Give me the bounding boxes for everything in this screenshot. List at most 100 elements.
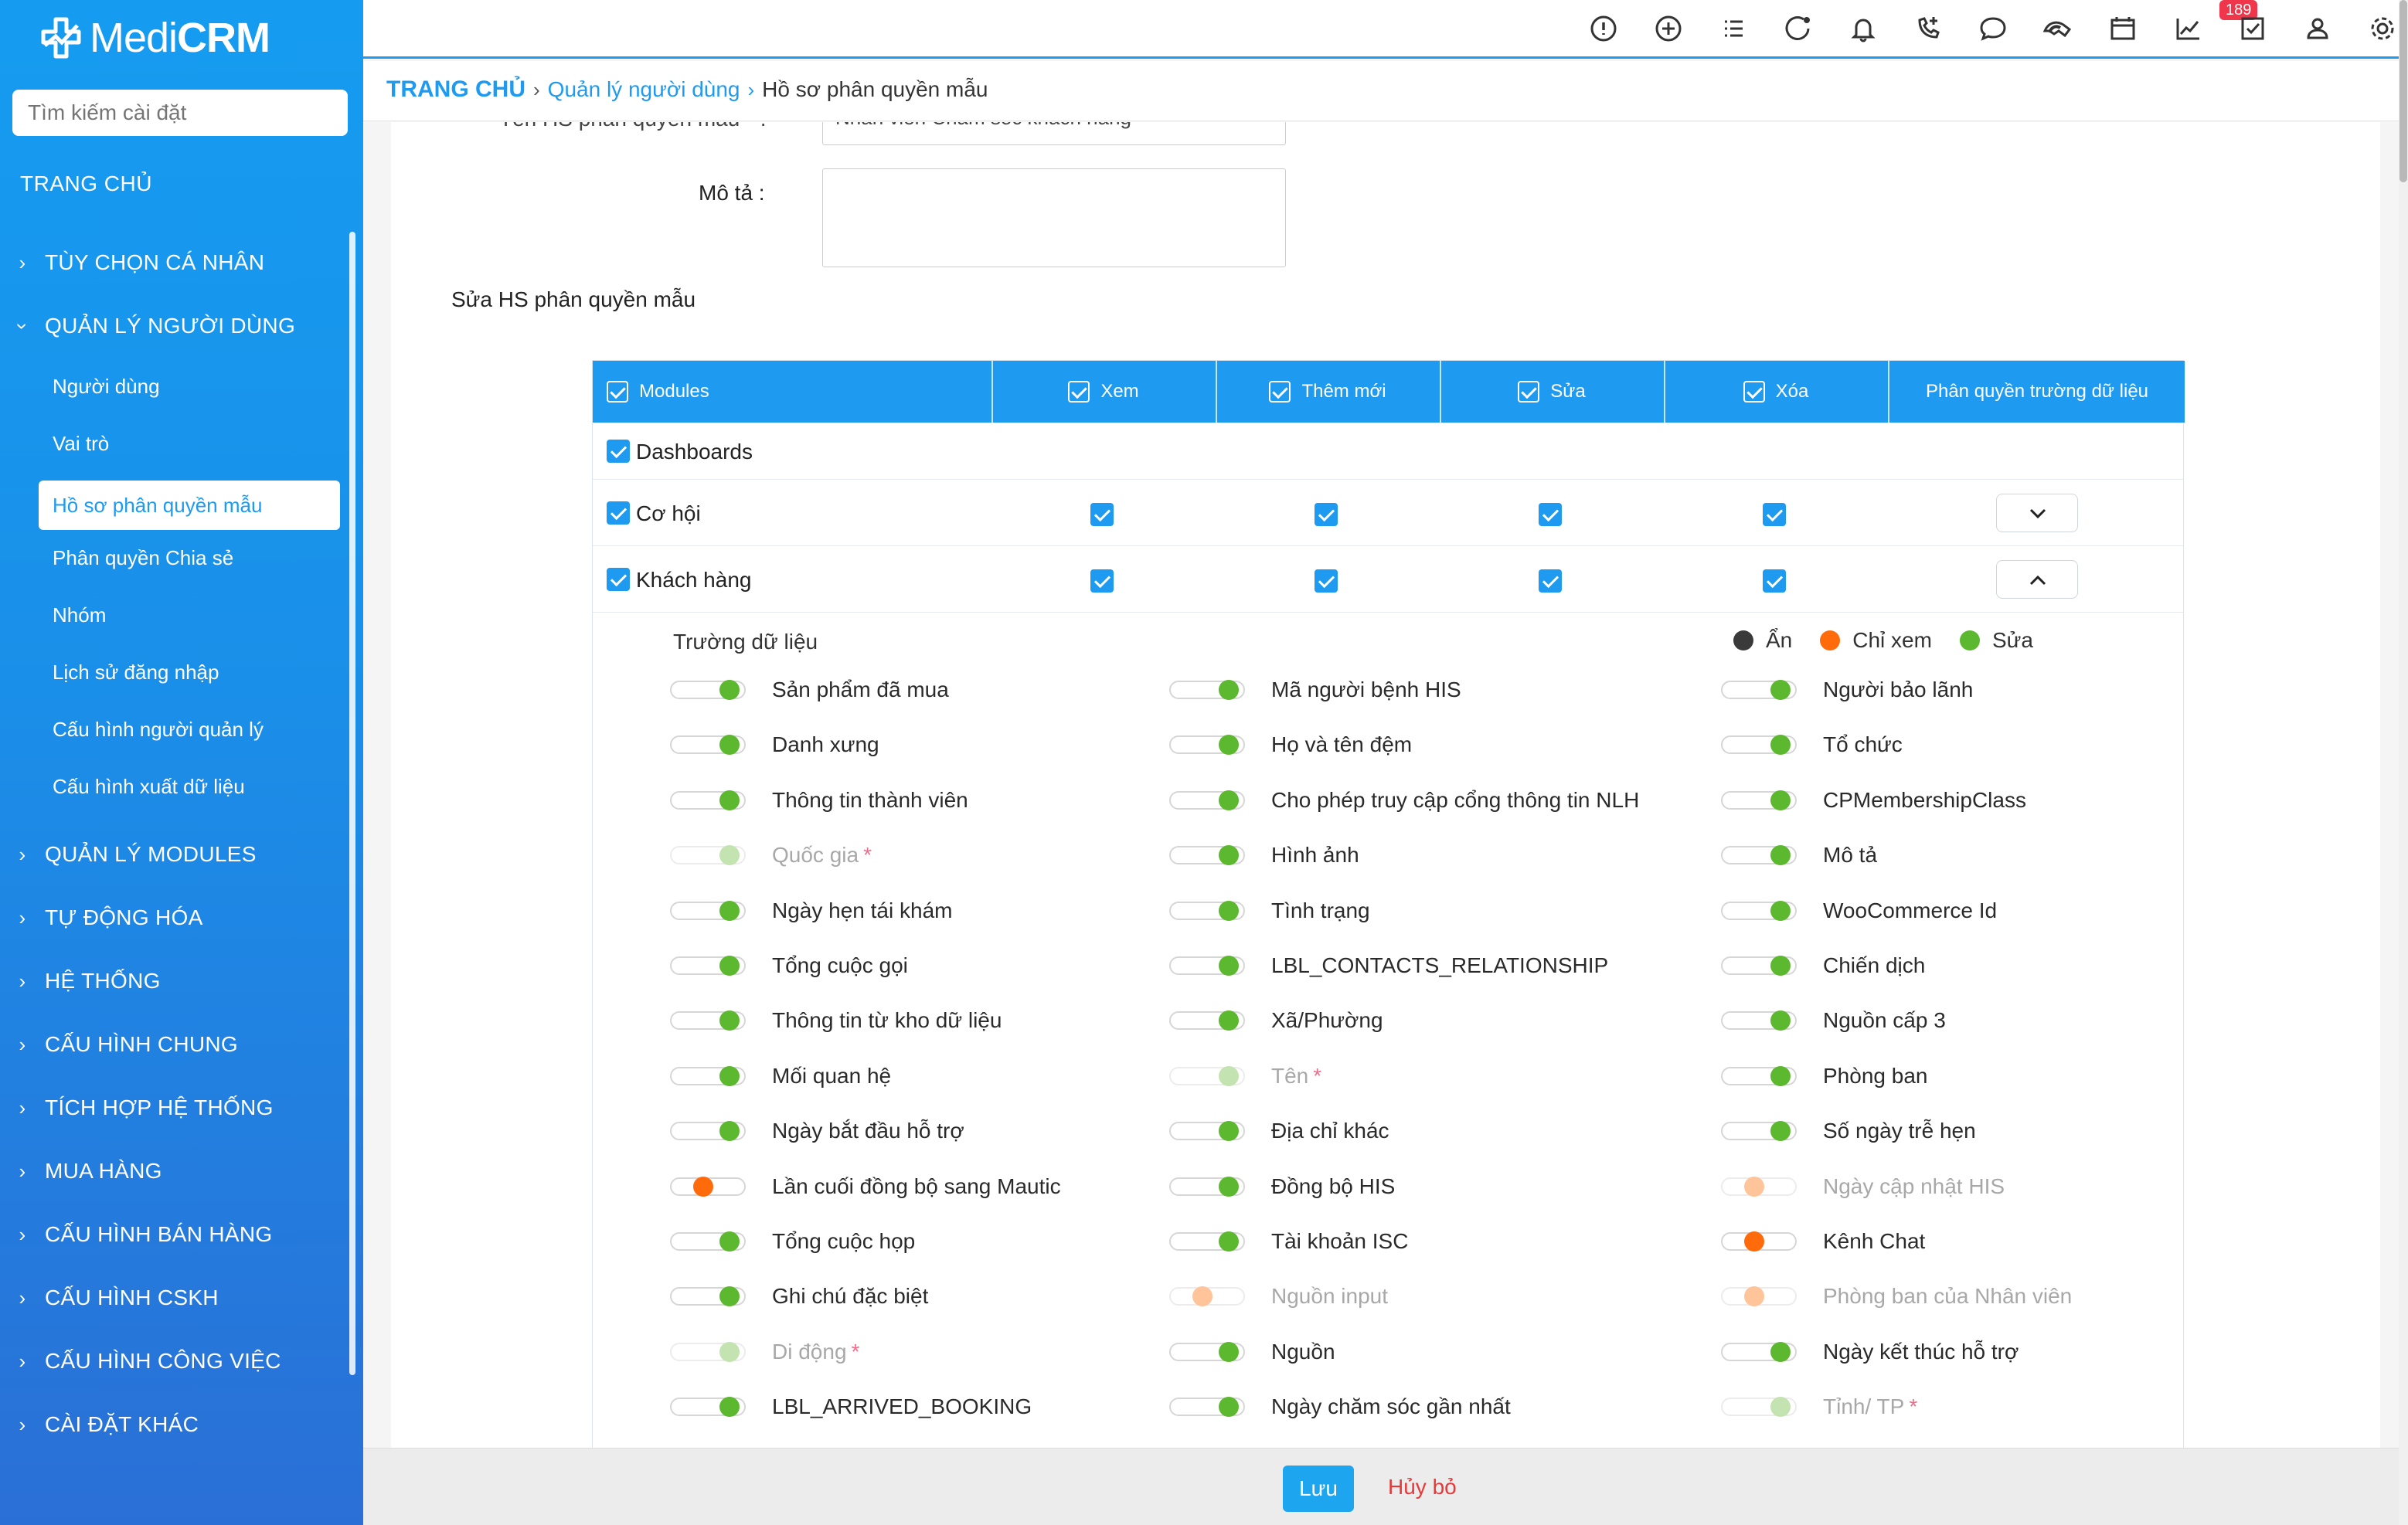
slider-knob[interactable] bbox=[1219, 1231, 1239, 1252]
slider-knob[interactable] bbox=[1219, 900, 1239, 921]
permission-slider[interactable] bbox=[670, 1286, 746, 1307]
permission-slider[interactable] bbox=[670, 900, 746, 921]
page-scrollbar[interactable] bbox=[2399, 0, 2408, 1525]
slider-knob[interactable] bbox=[719, 735, 740, 756]
slider-knob[interactable] bbox=[719, 956, 740, 976]
chat-icon[interactable] bbox=[1975, 11, 2011, 46]
slider-knob[interactable] bbox=[719, 1065, 740, 1086]
permission-slider[interactable] bbox=[1721, 735, 1797, 756]
slider-knob[interactable] bbox=[1219, 1397, 1239, 1418]
permission-slider[interactable] bbox=[670, 735, 746, 756]
permission-slider[interactable] bbox=[1721, 1121, 1797, 1142]
header-modules[interactable]: Modules bbox=[607, 361, 985, 423]
add-circle-icon[interactable] bbox=[1651, 11, 1686, 46]
profile-name-input[interactable]: Nhân viên Chăm sóc khách hàng bbox=[822, 122, 1286, 145]
header-delete[interactable]: Xóa bbox=[1664, 361, 1886, 423]
slider-knob[interactable] bbox=[1770, 680, 1791, 700]
permission-slider[interactable] bbox=[670, 680, 746, 700]
slider-knob[interactable] bbox=[1219, 1010, 1239, 1031]
sidebar-group-task-config[interactable]: › CẤU HÌNH CÔNG VIỆC bbox=[0, 1343, 281, 1380]
row-checkbox-opportunities[interactable] bbox=[607, 501, 630, 525]
alert-circle-icon[interactable] bbox=[1586, 11, 1621, 46]
slider-knob[interactable] bbox=[1770, 1121, 1791, 1142]
sidebar-item-login-history[interactable]: Lịch sử đăng nhập bbox=[53, 661, 219, 684]
save-button[interactable]: Lưu bbox=[1283, 1466, 1354, 1512]
slider-knob[interactable] bbox=[1770, 1065, 1791, 1086]
slider-knob[interactable] bbox=[1770, 1010, 1791, 1031]
slider-knob[interactable] bbox=[719, 1286, 740, 1307]
cancel-button[interactable]: Hủy bỏ bbox=[1388, 1475, 1457, 1499]
chart-icon[interactable] bbox=[2170, 11, 2206, 46]
permission-slider[interactable] bbox=[1169, 845, 1245, 866]
sidebar-group-integration[interactable]: › TÍCH HỢP HỆ THỐNG bbox=[0, 1089, 274, 1126]
settings-icon[interactable] bbox=[2365, 11, 2400, 46]
sidebar-item-export-config[interactable]: Cấu hình xuất dữ liệu bbox=[53, 775, 245, 798]
calendar-icon[interactable] bbox=[2105, 11, 2141, 46]
row-checkbox-dashboards[interactable] bbox=[607, 440, 630, 463]
sidebar-group-user-management[interactable]: › QUẢN LÝ NGƯỜI DÙNG bbox=[0, 307, 295, 345]
slider-knob[interactable] bbox=[1770, 790, 1791, 810]
sidebar-group-sales-config[interactable]: › CẤU HÌNH BÁN HÀNG bbox=[0, 1216, 273, 1253]
slider-knob[interactable] bbox=[1770, 956, 1791, 976]
slider-knob[interactable] bbox=[719, 1121, 740, 1142]
sidebar-group-personal[interactable]: › TÙY CHỌN CÁ NHÂN bbox=[0, 244, 264, 281]
header-view[interactable]: Xem bbox=[991, 361, 1214, 423]
slider-knob[interactable] bbox=[719, 680, 740, 700]
slider-knob[interactable] bbox=[1219, 680, 1239, 700]
edit-checkbox[interactable] bbox=[1539, 503, 1562, 526]
sidebar-item-groups[interactable]: Nhóm bbox=[53, 603, 107, 627]
sidebar-group-other-settings[interactable]: › CÀI ĐẶT KHÁC bbox=[0, 1406, 199, 1443]
permission-slider[interactable] bbox=[1721, 1065, 1797, 1086]
edit-checkbox[interactable] bbox=[1539, 569, 1562, 593]
user-icon[interactable] bbox=[2300, 11, 2335, 46]
permission-slider[interactable] bbox=[670, 1065, 746, 1086]
permission-slider[interactable] bbox=[1169, 735, 1245, 756]
slider-knob[interactable] bbox=[719, 1010, 740, 1031]
permission-slider[interactable] bbox=[670, 1176, 746, 1197]
permission-slider[interactable] bbox=[670, 1121, 746, 1142]
breadcrumb-user-management[interactable]: Quản lý người dùng bbox=[547, 77, 740, 101]
sidebar-group-automation[interactable]: › TỰ ĐỘNG HÓA bbox=[0, 899, 203, 936]
slider-knob[interactable] bbox=[1219, 845, 1239, 866]
delete-checkbox[interactable] bbox=[1763, 569, 1786, 593]
permission-slider[interactable] bbox=[1169, 900, 1245, 921]
slider-knob[interactable] bbox=[719, 1397, 740, 1418]
sidebar-group-cskh-config[interactable]: › CẤU HÌNH CSKH bbox=[0, 1279, 219, 1316]
slider-knob[interactable] bbox=[1770, 845, 1791, 866]
collapse-fields-button[interactable] bbox=[1996, 560, 2078, 599]
page-scrollbar-thumb[interactable] bbox=[2399, 0, 2407, 182]
permission-slider[interactable] bbox=[1169, 1231, 1245, 1252]
slider-knob[interactable] bbox=[719, 790, 740, 810]
bell-icon[interactable] bbox=[1845, 11, 1881, 46]
permission-slider[interactable] bbox=[670, 956, 746, 976]
sidebar-group-general-config[interactable]: › CẤU HÌNH CHUNG bbox=[0, 1026, 238, 1063]
task-check-icon[interactable] bbox=[2235, 11, 2270, 46]
sidebar-home-link[interactable]: TRANG CHỦ bbox=[20, 172, 152, 195]
permission-slider[interactable] bbox=[670, 1397, 746, 1418]
sidebar-group-purchasing[interactable]: › MUA HÀNG bbox=[0, 1153, 162, 1190]
permission-slider[interactable] bbox=[1721, 845, 1797, 866]
permission-slider[interactable] bbox=[1169, 680, 1245, 700]
inbox-icon[interactable] bbox=[2040, 11, 2076, 46]
sidebar-group-system[interactable]: › HỆ THỐNG bbox=[0, 963, 161, 1000]
slider-knob[interactable] bbox=[719, 900, 740, 921]
permission-slider[interactable] bbox=[1169, 790, 1245, 810]
permission-slider[interactable] bbox=[1169, 1341, 1245, 1362]
permission-slider[interactable] bbox=[1721, 790, 1797, 810]
phone-add-icon[interactable] bbox=[1910, 11, 1946, 46]
slider-knob[interactable] bbox=[1219, 735, 1239, 756]
slider-knob[interactable] bbox=[1770, 900, 1791, 921]
slider-knob[interactable] bbox=[1219, 956, 1239, 976]
description-textarea[interactable] bbox=[822, 168, 1286, 267]
sidebar-scrollbar[interactable] bbox=[349, 232, 355, 1375]
view-checkbox[interactable] bbox=[1090, 503, 1114, 526]
permission-slider[interactable] bbox=[1169, 1397, 1245, 1418]
permission-slider[interactable] bbox=[1169, 1010, 1245, 1031]
slider-knob[interactable] bbox=[1219, 1341, 1239, 1362]
row-checkbox-customers[interactable] bbox=[607, 568, 630, 591]
sidebar-item-sharing[interactable]: Phân quyền Chia sẻ bbox=[53, 546, 234, 569]
list-icon[interactable] bbox=[1716, 11, 1751, 46]
create-checkbox[interactable] bbox=[1315, 569, 1338, 593]
slider-knob[interactable] bbox=[1219, 1176, 1239, 1197]
expand-fields-button[interactable] bbox=[1996, 494, 2078, 532]
